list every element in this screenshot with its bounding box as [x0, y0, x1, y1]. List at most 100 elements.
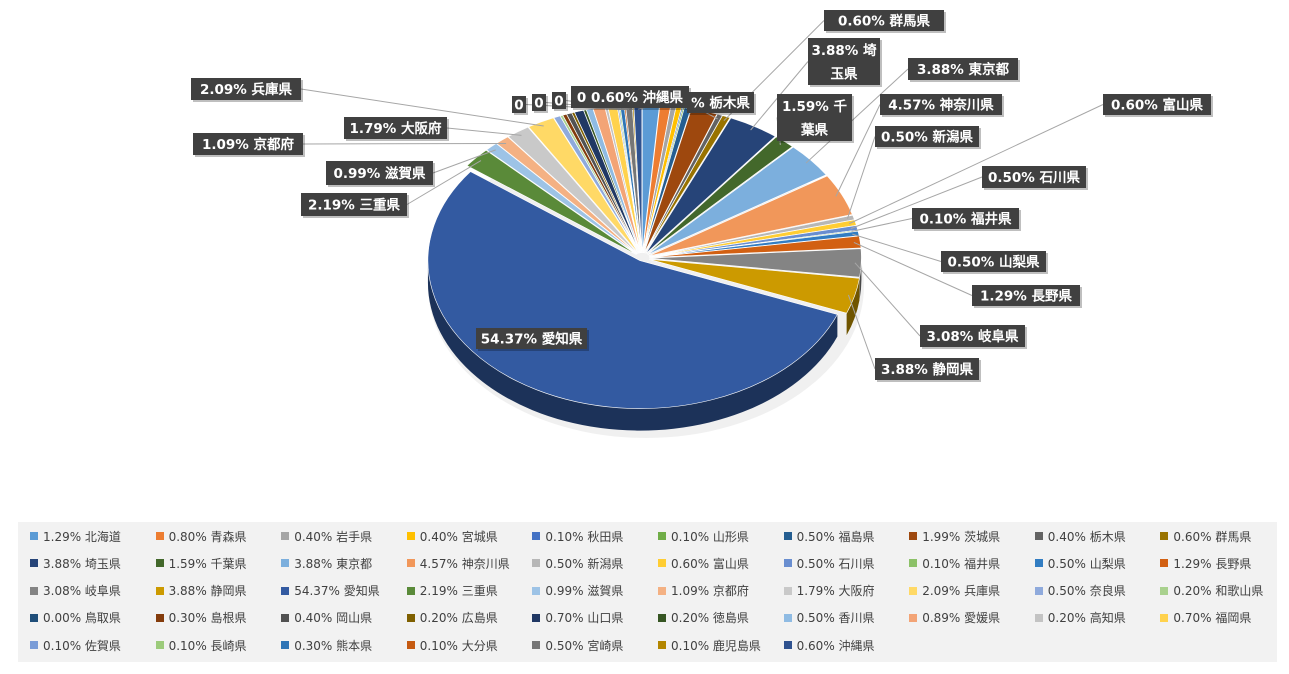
legend-label: 0.10% 福井県 [922, 556, 1001, 571]
legend-item: 1.99% 茨城県 [909, 527, 1000, 545]
leader-line [849, 104, 1104, 225]
pie-slice-side [427, 260, 838, 431]
pie-slice [646, 136, 793, 255]
legend-label: 0.70% 山口県 [545, 611, 624, 626]
data-label-box [777, 94, 852, 141]
data-label-text: % 栃木県 [691, 95, 750, 112]
data-label-text: 1.59% 千 [782, 98, 848, 115]
data-label-text: 0.50% 山梨県 [947, 254, 1040, 271]
legend-label: 1.09% 京都府 [671, 584, 749, 599]
data-label-text: 3.08% 岐阜県 [926, 328, 1019, 345]
legend-swatch [406, 559, 415, 568]
legend-swatch [909, 532, 918, 540]
data-label-text: 54.37% 愛知県 [481, 331, 583, 348]
legend-swatch [532, 532, 541, 540]
legend-swatch [909, 586, 918, 595]
legend-swatch [909, 613, 918, 622]
data-label: 3.88% 静岡県 [875, 358, 981, 382]
legend-label: 0.40% 岩手県 [294, 529, 373, 544]
legend-label: 0.50% 福島県 [796, 529, 875, 544]
leader-line [851, 218, 913, 232]
legend-item: 0.50% 新潟県 [532, 554, 623, 572]
data-label-box [920, 325, 1025, 347]
leader-line [302, 142, 507, 145]
legend-label: 0.60% 群馬県 [1173, 529, 1252, 544]
data-label: 0.60% 群馬県 [824, 10, 946, 33]
leader-line [446, 127, 522, 136]
data-label-box [982, 166, 1086, 188]
pie-slice [507, 126, 639, 254]
legend-label: 0.00% 鳥取県 [43, 611, 121, 626]
data-label: 0.50% 石川県 [982, 166, 1088, 190]
legend-item: 0.20% 広島県 [406, 609, 498, 627]
data-label-text: 玉県 [831, 66, 859, 82]
data-label: 0.50% 山梨県 [941, 251, 1048, 274]
legend-label: 2.19% 三重県 [419, 584, 498, 599]
legend-swatch [658, 532, 666, 540]
legend-swatch [532, 613, 541, 622]
pie-slice [466, 149, 637, 255]
data-label: 0 [512, 96, 528, 115]
legend-label: 0.10% 大分県 [419, 638, 498, 653]
legend-label: 1.99% 茨城県 [922, 529, 1001, 544]
legend-label: 0.40% 宮城県 [419, 529, 498, 544]
leader-line [847, 294, 876, 370]
legend-label: 54.37% 愛知県 [294, 584, 380, 599]
legend-swatch [30, 641, 38, 650]
pie-slice [648, 175, 853, 257]
legend-swatch [532, 559, 541, 568]
legend-label: 0.30% 島根県 [168, 611, 247, 626]
data-label-text: 4.57% 神奈川県 [888, 97, 994, 114]
pie-slice [649, 258, 860, 314]
legend-label: 0.10% 長崎県 [168, 638, 247, 653]
legend-item: 3.88% 埼玉県 [30, 554, 121, 572]
legend-swatch [1034, 559, 1043, 568]
legend-item: 3.88% 静岡県 [155, 582, 247, 600]
data-label-text: 1.79% 大阪府 [349, 120, 442, 137]
legend-swatch [658, 641, 666, 650]
legend-label: 1.29% 長野県 [1173, 556, 1252, 571]
data-label-box [191, 78, 301, 100]
data-label-text: 3.88% 静岡県 [881, 361, 974, 378]
legend-item: 0.60% 富山県 [658, 554, 749, 572]
legend-item: 0.10% 大分県 [406, 636, 498, 654]
legend-label: 0.10% 秋田県 [545, 529, 624, 544]
leader-line [432, 149, 496, 174]
data-label: 0.99% 滋賀県 [326, 161, 435, 187]
data-label-box [908, 58, 1018, 80]
legend-item: 0.30% 熊本県 [281, 636, 372, 654]
legend-item: 1.29% 長野県 [1160, 554, 1251, 572]
legend-label: 0.20% 広島県 [419, 611, 498, 626]
legend-label: 0.89% 愛媛県 [922, 611, 1001, 626]
legend-swatch [1034, 586, 1043, 595]
legend-item: 0.10% 長崎県 [155, 636, 247, 654]
data-label: 2.09% 兵庫県 [191, 78, 303, 102]
legend-label: 3.88% 静岡県 [168, 584, 247, 599]
legend-label: 0.50% 山梨県 [1047, 556, 1126, 571]
data-label-text: 2.09% 兵庫県 [200, 81, 293, 98]
legend-swatch [406, 586, 415, 595]
legend-item: 1.29% 北海道 [30, 527, 121, 545]
legend-swatch [281, 586, 290, 595]
legend-label: 0.80% 青森県 [168, 529, 247, 544]
leader-line [846, 136, 876, 219]
leader-line [835, 104, 881, 197]
legend-swatch [783, 532, 792, 540]
data-label-text: 1.29% 長野県 [980, 289, 1073, 305]
legend-item: 0.70% 山口県 [532, 609, 623, 627]
legend-swatch [406, 532, 415, 540]
data-label-box [301, 193, 407, 216]
data-label-box [912, 208, 1019, 229]
data-label: 0 [552, 92, 568, 111]
data-label-box [512, 96, 526, 113]
legend-swatch [155, 613, 164, 622]
legend-item: 0.10% 福井県 [909, 554, 1000, 572]
data-label: 0.50% 新潟県 [875, 126, 981, 149]
legend-swatch [30, 586, 38, 595]
pie-slice [528, 117, 639, 254]
data-label: 4.57% 神奈川県 [880, 94, 1004, 117]
data-label: 3.08% 岐阜県 [920, 325, 1027, 349]
legend-swatch [406, 641, 415, 650]
data-label: 0 0.60% 沖縄県 [571, 86, 691, 110]
data-label-text: 0 [514, 98, 523, 114]
